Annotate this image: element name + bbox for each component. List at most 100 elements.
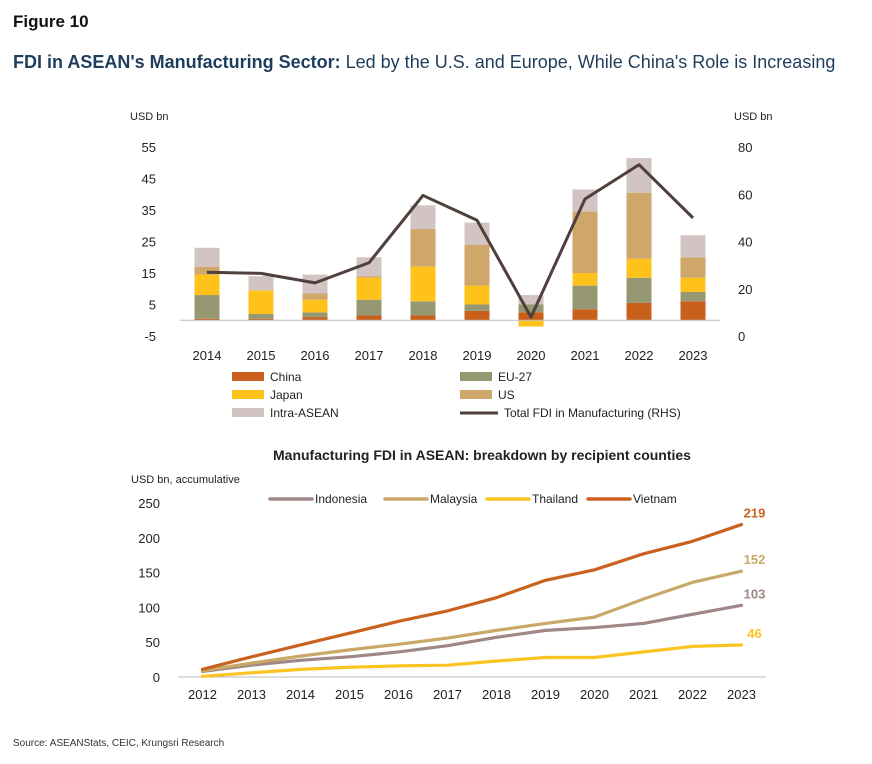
bar-segment-china [302, 317, 328, 321]
bar-segment-china [464, 310, 490, 321]
chart2-tick-label: 0 [153, 670, 160, 685]
bar-segment-eu27 [410, 301, 436, 316]
legend-label-indonesia: Indonesia [315, 492, 367, 506]
title-rest: Led by the U.S. and Europe, While China'… [340, 52, 836, 72]
chart1-left-tick-label: -5 [144, 329, 156, 344]
end-label-indonesia: 103 [744, 586, 766, 601]
chart1-left-tick-label: 45 [142, 172, 156, 187]
legend-label-intra_asean: Intra-ASEAN [270, 406, 339, 420]
chart1-right-unit-label: USD bn [734, 111, 773, 123]
chart2-x-tick-label: 2015 [335, 687, 364, 702]
chart1-x-tick-label: 2015 [247, 348, 276, 363]
chart1-legend: China EU-27 Japan US Intra-ASEAN Total FDI in… [232, 370, 681, 420]
chart1-left-tick-label: 15 [142, 266, 156, 281]
fdi-stacked-bar-chart: USD bn USD bn -5 5 15 25 35 45 55 0 20 40 60 80 20… [130, 111, 773, 420]
end-label-thailand: 46 [747, 626, 761, 641]
legend-swatch-eu27 [460, 372, 492, 381]
bar-segment-eu27 [572, 285, 598, 310]
chart2-x-tick-label: 2017 [433, 687, 462, 702]
bar-segment-china [410, 315, 436, 321]
chart1-x-tick-label: 2016 [301, 348, 330, 363]
chart2-x-tick-label: 2016 [384, 687, 413, 702]
end-label-malaysia: 152 [744, 552, 766, 567]
chart1-left-tick-label: 25 [142, 235, 156, 250]
figure-label: Figure 10 [13, 12, 89, 31]
chart1-x-tick-label: 2023 [679, 348, 708, 363]
chart2-x-tick-label: 2021 [629, 687, 658, 702]
bar-segment-eu27 [248, 313, 274, 319]
page-title: FDI in ASEAN's Manufacturing Sector: Led… [13, 52, 835, 73]
bar-segment-japan [248, 290, 274, 314]
bar-segment-intra_asean [518, 295, 544, 305]
chart2-x-axis-ticks: 2012 2013 2014 2015 2016 2017 2018 2019 2020 2021… [188, 687, 756, 702]
chart1-right-axis-ticks: 0 20 40 60 80 [738, 140, 752, 344]
bar-segment-eu27 [464, 304, 490, 311]
chart2-tick-label: 150 [138, 566, 160, 581]
bar-segment-eu27 [518, 304, 544, 313]
bar-segment-japan [410, 266, 436, 302]
chart1-left-axis-ticks: -5 5 15 25 35 45 55 [142, 140, 156, 344]
chart1-x-tick-label: 2020 [517, 348, 546, 363]
legend-swatch-japan [232, 390, 264, 399]
bar-segment-china [248, 318, 274, 321]
chart1-x-tick-label: 2018 [409, 348, 438, 363]
chart1-left-tick-label: 5 [149, 298, 156, 313]
bar-segment-us [302, 293, 328, 300]
end-label-vietnam: 219 [744, 506, 766, 521]
chart1-right-tick-label: 20 [738, 282, 752, 297]
legend-swatch-intra_asean [232, 408, 264, 417]
chart2-tick-label: 250 [138, 496, 160, 511]
series-line-indonesia [200, 603, 744, 674]
legend-label-china: China [270, 370, 302, 384]
bar-segment-japan [464, 285, 490, 305]
chart1-x-tick-label: 2017 [355, 348, 384, 363]
bar-segment-intra_asean [194, 247, 220, 267]
bar-segment-intra_asean [680, 235, 706, 258]
series-line-malaysia [200, 569, 744, 673]
chart2-x-tick-label: 2020 [580, 687, 609, 702]
bar-segment-china [572, 309, 598, 321]
chart2-end-labels: 103 152 46 219 [744, 506, 766, 641]
legend-label-malaysia: Malaysia [430, 492, 478, 506]
source-note: Source: ASEANStats, CEIC, Krungsri Resea… [13, 738, 225, 749]
bar-segment-intra_asean [410, 205, 436, 229]
chart2-tick-label: 100 [138, 600, 160, 615]
legend-swatch-china [232, 372, 264, 381]
chart2-y-axis-ticks: 0 50 100 150 200 250 [138, 496, 160, 685]
chart1-x-tick-label: 2022 [625, 348, 654, 363]
chart2-x-tick-label: 2019 [531, 687, 560, 702]
bar-segment-china [680, 301, 706, 321]
chart1-left-unit-label: USD bn [130, 111, 169, 123]
legend-label-eu27: EU-27 [498, 370, 532, 384]
title-bold: FDI in ASEAN's Manufacturing Sector: [13, 52, 341, 72]
total-fdi-line [206, 163, 695, 319]
bar-segment-us [464, 244, 490, 286]
chart2-unit-label: USD bn, accumulative [131, 474, 240, 486]
legend-label-us: US [498, 388, 515, 402]
bar-segment-intra_asean [248, 276, 274, 291]
bar-segment-japan [518, 320, 544, 327]
bar-segment-eu27 [194, 295, 220, 319]
chart1-x-axis-ticks: 2014 2015 2016 2017 2018 2019 2020 2021 2022 2023 [193, 348, 708, 363]
bar-segment-japan [572, 273, 598, 286]
bar-segment-eu27 [302, 312, 328, 318]
chart2-series-lines [200, 522, 744, 678]
chart1-right-tick-label: 60 [738, 187, 752, 202]
bar-segment-japan [356, 277, 382, 300]
chart1-x-tick-label: 2019 [463, 348, 492, 363]
legend-label-thailand: Thailand [532, 492, 578, 506]
series-line-thailand [200, 643, 744, 678]
chart2-x-tick-label: 2022 [678, 687, 707, 702]
chart1-left-tick-label: 55 [142, 140, 156, 155]
chart2-tick-label: 50 [146, 635, 160, 650]
bar-segment-us [626, 192, 652, 259]
chart2-tick-label: 200 [138, 531, 160, 546]
bar-segment-japan [626, 258, 652, 278]
bar-segment-eu27 [626, 277, 652, 303]
bar-segment-us [194, 266, 220, 275]
legend-label-vietnam: Vietnam [633, 492, 677, 506]
chart2-x-tick-label: 2013 [237, 687, 266, 702]
chart1-x-tick-label: 2014 [193, 348, 222, 363]
chart2-x-tick-label: 2023 [727, 687, 756, 702]
